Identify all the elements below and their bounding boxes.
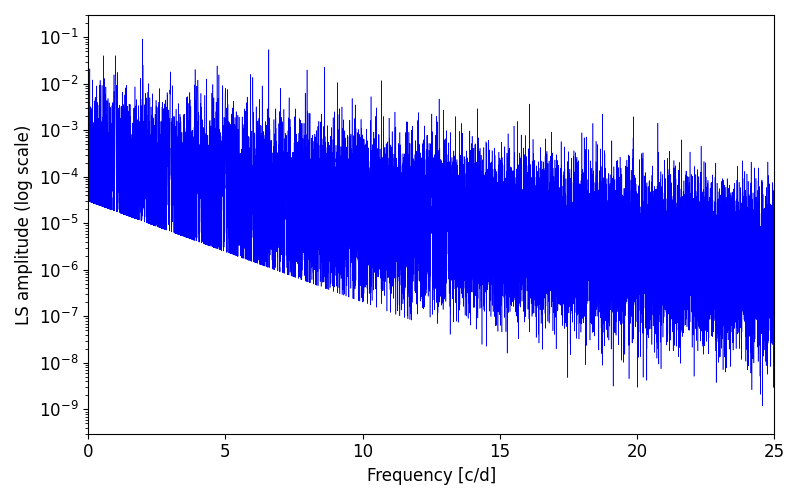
Y-axis label: LS amplitude (log scale): LS amplitude (log scale) [15,124,33,324]
X-axis label: Frequency [c/d]: Frequency [c/d] [366,467,496,485]
